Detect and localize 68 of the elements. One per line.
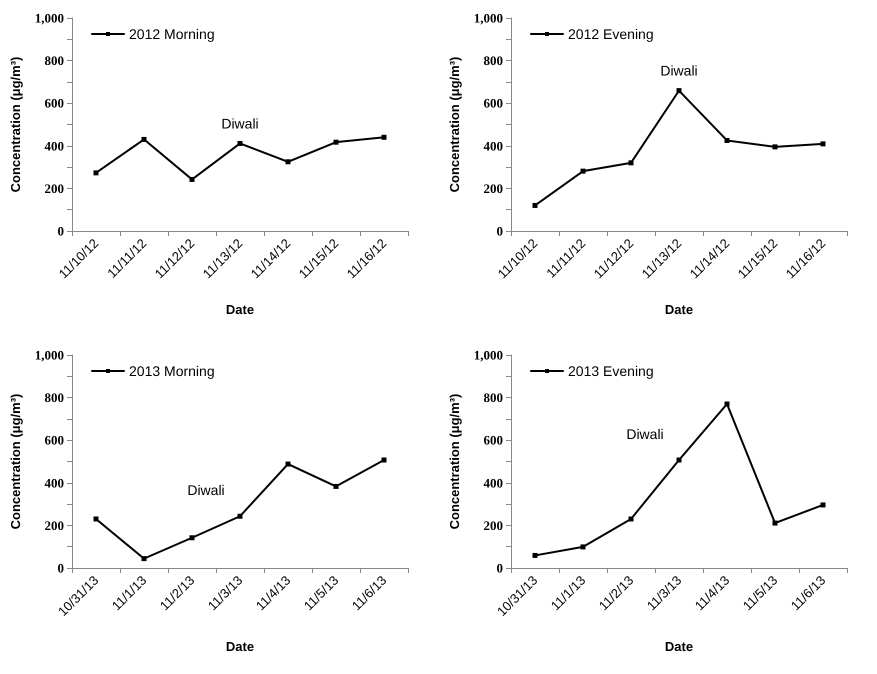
point <box>382 134 386 140</box>
point <box>190 176 194 182</box>
point <box>334 484 338 489</box>
point <box>238 140 242 146</box>
y-tick-label: 400 <box>44 138 64 154</box>
point <box>532 202 538 208</box>
x-axis-title: Date <box>664 639 694 654</box>
point <box>628 516 634 522</box>
y-tick-label: 0 <box>496 224 503 238</box>
point <box>820 141 826 146</box>
y-tick-label: 400 <box>44 475 64 490</box>
point <box>676 458 682 463</box>
y-tick-label: 1,000 <box>474 10 503 26</box>
point <box>676 88 682 94</box>
point <box>772 520 778 526</box>
y-tick-label: 0 <box>496 560 503 576</box>
y-tick-label: 400 <box>484 138 503 154</box>
point <box>286 462 290 467</box>
y-tick-label: 600 <box>484 96 503 111</box>
x-axis-title: Date <box>226 302 254 317</box>
legend-label: 2013 Morning <box>129 363 215 379</box>
y-tick-label: 1,000 <box>34 10 64 26</box>
annotation: Diwali <box>187 482 225 498</box>
y-tick-label: 400 <box>484 475 503 490</box>
point <box>580 168 586 174</box>
y-tick-label: 0 <box>58 224 64 238</box>
point <box>580 544 586 550</box>
y-tick-label: 200 <box>44 180 64 196</box>
point <box>142 556 146 562</box>
point <box>94 516 98 522</box>
y-tick-label: 0 <box>58 560 64 576</box>
y-tick-label: 1,000 <box>34 348 64 362</box>
annotation: Diwali <box>626 426 664 442</box>
y-tick-label: 600 <box>44 432 64 448</box>
point <box>190 535 194 540</box>
point <box>820 502 826 508</box>
y-tick-label: 200 <box>484 180 503 196</box>
point <box>772 144 778 150</box>
y-tick-label: 800 <box>484 390 503 406</box>
y-tick-label: 1,000 <box>474 348 503 362</box>
point <box>94 170 98 176</box>
x-axis-title: Date <box>226 639 254 654</box>
y-tick-label: 800 <box>44 53 64 68</box>
point <box>334 140 338 145</box>
y-tick-label: 800 <box>44 390 64 406</box>
legend-label: 2012 Morning <box>129 26 215 42</box>
y-axis-title: Concentration (μg/m³) <box>447 394 462 530</box>
point <box>382 458 386 463</box>
point <box>286 159 290 164</box>
y-axis-title: Concentration (μg/m³) <box>8 56 23 192</box>
point <box>724 138 730 143</box>
y-tick-label: 200 <box>484 518 503 533</box>
point <box>238 514 242 519</box>
point <box>142 136 146 142</box>
y-tick-label: 600 <box>484 432 503 448</box>
y-axis-title: Concentration (μg/m³) <box>8 394 23 530</box>
point <box>628 160 634 166</box>
y-tick-label: 600 <box>44 96 64 111</box>
legend-label: 2012 Evening <box>568 26 654 42</box>
y-axis-title: Concentration (μg/m³) <box>447 56 462 192</box>
annotation: Diwali <box>660 62 698 79</box>
point <box>532 552 538 558</box>
y-tick-label: 200 <box>44 518 64 533</box>
y-tick-label: 800 <box>484 53 503 68</box>
annotation: Diwali <box>221 115 259 132</box>
x-axis-title: Date <box>664 302 694 317</box>
legend-label: 2013 Evening <box>568 363 654 379</box>
point <box>724 401 730 406</box>
